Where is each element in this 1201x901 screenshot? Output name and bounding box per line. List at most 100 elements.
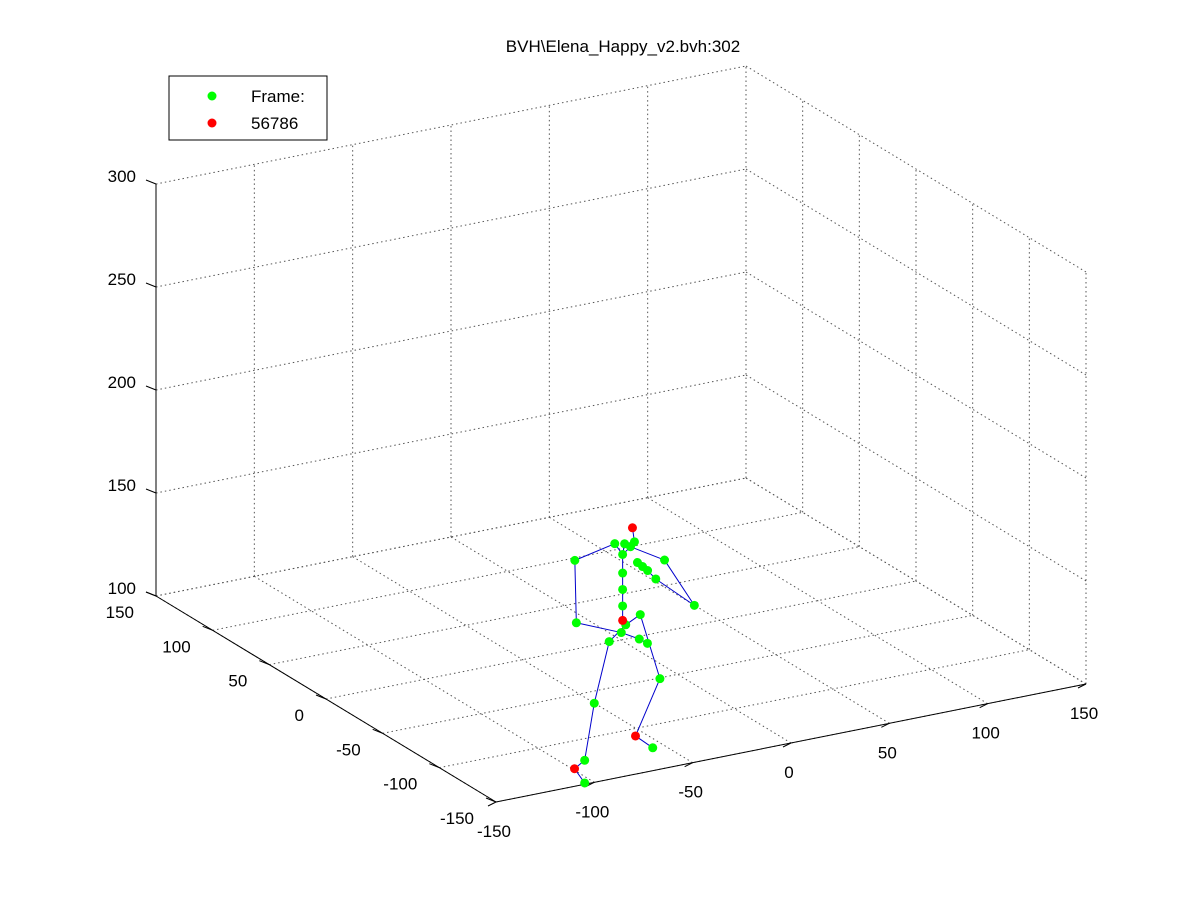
- z-tick-label: 200: [108, 373, 136, 392]
- joint-lwrist: [616, 628, 626, 638]
- y-tick-mark: [429, 763, 440, 769]
- joint-lelbow: [571, 618, 581, 628]
- z-tick-mark: [145, 591, 157, 597]
- bone-lelbow-lwrist: [576, 622, 622, 634]
- grid-line-backwall-z: [155, 374, 747, 494]
- x-tick-label: -50: [678, 783, 703, 802]
- x-tick-mark: [487, 801, 497, 807]
- joint-rknee: [655, 674, 665, 684]
- grid-line-floor-y: [439, 649, 1030, 769]
- tick-labels: -150 -100 -50 0 50 100 150 -150 -100 -50 0 50 100 150…: [106, 167, 1099, 841]
- x-tick-label: -150: [477, 822, 511, 841]
- grid-line-floor-y: [325, 580, 917, 700]
- z-tick-mark: [145, 385, 157, 391]
- grid-line-backwall-z: [155, 168, 747, 288]
- joint-rclav: [626, 542, 635, 552]
- grid-line-floor-x: [352, 556, 693, 764]
- z-tick-mark: [145, 179, 157, 185]
- joint-ltoe: [570, 764, 580, 774]
- y-tick-label: 0: [295, 706, 304, 725]
- legend-label-number: 56786: [251, 114, 298, 133]
- grid-line-backwall-z: [155, 477, 747, 597]
- z-tick-label: 100: [108, 579, 136, 598]
- grid-line-backwall-z: [155, 271, 747, 391]
- x-tick-label: 50: [878, 743, 897, 762]
- z-tick-mark: [145, 488, 157, 494]
- joint-headtop: [627, 523, 637, 533]
- x-tick-mark: [979, 703, 988, 709]
- z-tick-label: 150: [108, 476, 136, 495]
- joint-lhand: [634, 634, 644, 644]
- grid-line-floor-x: [450, 536, 792, 744]
- joint-spine1: [618, 615, 628, 625]
- y-tick-label: -100: [383, 775, 417, 794]
- y-tick-label: 100: [162, 637, 190, 656]
- joint-lclav: [610, 539, 620, 549]
- joint-rhand3: [632, 558, 642, 568]
- bone-lclav-lshoulder: [574, 543, 615, 561]
- legend-item-number: 56786: [207, 114, 298, 133]
- joint-relbow: [689, 600, 699, 610]
- legend-box: [168, 75, 328, 141]
- grid-line-backwall-z: [155, 65, 747, 185]
- z-tick-label: 250: [108, 270, 136, 289]
- joint-lhand2: [642, 638, 652, 648]
- bone-lshoulder-lelbow: [574, 560, 577, 623]
- bone-relbow-rwrist: [655, 578, 695, 606]
- y-tick-mark: [485, 797, 497, 803]
- tick-marks: [145, 179, 1087, 807]
- x-tick-mark: [1077, 683, 1087, 689]
- joint-spine3: [618, 584, 628, 594]
- z-tick-label: 300: [108, 167, 136, 186]
- y-tick-mark: [315, 694, 327, 700]
- bone-lknee-lankle: [584, 703, 595, 761]
- x-tick-label: 100: [971, 724, 999, 743]
- bone-rshoulder-relbow: [664, 559, 695, 606]
- joint-rankle: [631, 731, 640, 741]
- chart-title: BVH\Elena_Happy_v2.bvh:302: [506, 37, 740, 56]
- joint-rtoe: [648, 743, 658, 753]
- joint-lknee: [589, 698, 599, 708]
- joint-rshoulder: [660, 555, 670, 565]
- z-tick-mark: [145, 282, 157, 288]
- joint-lankle: [580, 755, 590, 765]
- x-tick-mark: [782, 742, 792, 748]
- y-tick-mark: [372, 728, 383, 734]
- grid-line-sidewall-z: [745, 477, 1087, 685]
- bone-rclav-rshoulder: [630, 546, 665, 561]
- joint-rwrist: [651, 574, 661, 584]
- legend-marker-red: [207, 118, 217, 128]
- x-tick-label: 0: [784, 763, 793, 782]
- bone-lhip-lknee: [593, 641, 610, 704]
- grid-line-floor-y: [269, 546, 860, 666]
- x-tick-label: 150: [1070, 704, 1098, 723]
- joint-spine2: [618, 601, 628, 611]
- bone-rknee-rankle: [635, 678, 661, 737]
- joint-spine4: [618, 568, 628, 578]
- legend-marker-green: [207, 91, 217, 101]
- joint-neck: [618, 549, 628, 559]
- y-tick-label: -50: [336, 740, 361, 759]
- legend: Frame: 56786: [168, 75, 328, 141]
- y-tick-label: -150: [440, 809, 474, 828]
- legend-item-frame: Frame:: [207, 87, 305, 106]
- grid-line-floor-y: [382, 614, 973, 734]
- x-tick-label: -100: [575, 802, 609, 821]
- grid-line-sidewall-z: [745, 374, 1087, 582]
- joint-lend: [580, 778, 590, 788]
- joint-rhip: [635, 610, 645, 620]
- joint-lhip: [604, 637, 614, 647]
- y-tick-label: 150: [106, 603, 134, 622]
- x-tick-mark: [684, 762, 693, 768]
- legend-label-frame: Frame:: [251, 87, 305, 106]
- grid-line-sidewall-z: [745, 271, 1087, 479]
- y-tick-mark: [202, 625, 213, 631]
- x-tick-mark: [881, 722, 890, 728]
- skeleton-joints: [570, 523, 699, 788]
- joint-lshoulder: [570, 555, 580, 565]
- grid-line-sidewall-z: [745, 65, 1087, 273]
- y-tick-mark: [259, 660, 270, 666]
- grid-line-sidewall-z: [745, 168, 1087, 376]
